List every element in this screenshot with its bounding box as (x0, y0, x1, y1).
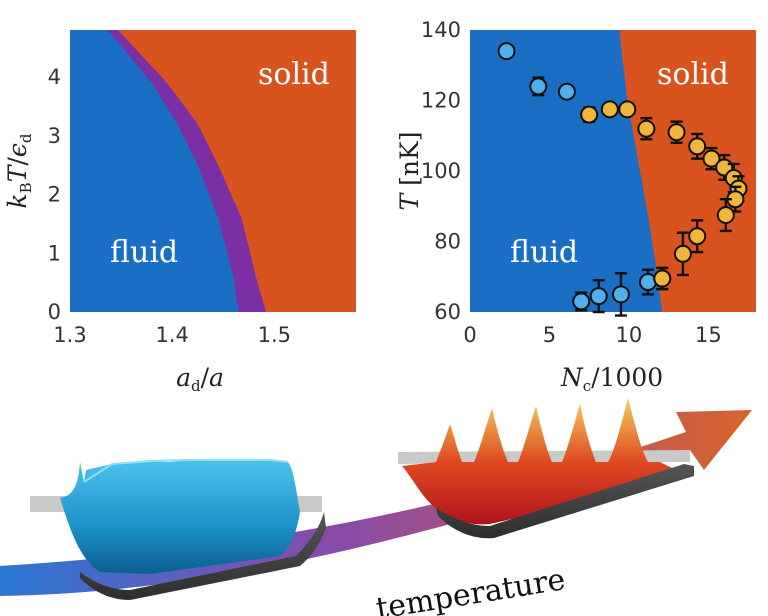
y-tick-label: 1 (48, 241, 61, 265)
solid-point (667, 120, 686, 145)
temperature-illustration: temperature (0, 398, 752, 616)
fluid-ridge-highlight (83, 459, 289, 483)
fluid-label: fluid (110, 235, 178, 270)
fluid-data-points (497, 42, 672, 317)
x-axis-label: Nc/1000 (560, 363, 663, 395)
x-tick-label: 1.3 (53, 323, 86, 347)
solid-point (688, 219, 707, 254)
marker (618, 100, 637, 119)
y-tick-label: 140 (421, 18, 461, 42)
marker (637, 119, 656, 138)
solid-point (637, 116, 656, 141)
y-axis-label: T [nK] (395, 132, 424, 211)
fluid-region (470, 30, 663, 312)
solid-label: solid (258, 57, 330, 92)
trap-tray (436, 464, 694, 539)
marker (688, 227, 707, 246)
y-tick-label: 120 (421, 89, 461, 113)
x-tick-label: 1.4 (155, 323, 188, 347)
marker (529, 77, 548, 96)
phase-diagram-right: 0 5 10 15 60 80 100 120 140 fluid solid Nc/1000… (395, 18, 756, 395)
x-tick-label: 10 (616, 323, 643, 347)
solid-point (726, 185, 745, 213)
marker (716, 206, 735, 225)
x-tick-label: 1.5 (258, 323, 291, 347)
fluid-point (589, 279, 608, 314)
solid-point (580, 105, 599, 124)
fluid-point (638, 268, 657, 296)
marker (653, 269, 672, 288)
marker (673, 244, 692, 263)
y-tick-labels: 0 1 2 3 4 (48, 65, 61, 324)
x-tick-label: 0 (463, 323, 476, 347)
solid-data-points (580, 100, 748, 291)
fluid-point (529, 76, 548, 97)
solid-point (618, 100, 637, 119)
y-tick-label: 4 (48, 65, 61, 89)
marker (688, 137, 707, 156)
temperature-label: temperature (374, 562, 568, 616)
y-tick-labels: 60 80 100 120 140 (421, 18, 461, 324)
fluid-point (557, 82, 576, 101)
x-axis-label: ad/a (176, 363, 224, 395)
marker (702, 149, 721, 168)
solid-point (653, 266, 672, 291)
marker (557, 82, 576, 101)
marker (600, 100, 619, 119)
solid-label: solid (657, 57, 729, 92)
marker (580, 105, 599, 124)
solid-point (716, 197, 735, 233)
solid-density-surface (402, 398, 676, 525)
marker (611, 285, 630, 304)
x-tick-label: 5 (543, 323, 556, 347)
y-axis-label: kBT/ϵd (3, 133, 35, 208)
fluid-density-plot (30, 459, 326, 600)
fluid-density-surface (60, 459, 300, 574)
x-tick-label: 15 (695, 323, 722, 347)
fluid-label: fluid (510, 235, 578, 270)
y-tick-label: 100 (421, 159, 461, 183)
solid-point (688, 132, 707, 160)
fluid-point (572, 291, 591, 312)
y-tick-label: 80 (434, 230, 461, 254)
y-tick-label: 60 (434, 300, 461, 324)
trap-tray (80, 512, 326, 600)
fluid-point (497, 42, 516, 61)
fluid-region (70, 30, 239, 312)
solid-point (702, 146, 721, 171)
marker (572, 292, 591, 311)
fluid-point (611, 272, 630, 317)
solid-point (673, 231, 692, 277)
x-tick-labels: 0 5 10 15 (463, 323, 721, 347)
marker (589, 287, 608, 306)
y-tick-label: 3 (48, 124, 61, 148)
marker (497, 42, 516, 61)
phase-diagram-left: 1.3 1.4 1.5 0 1 2 3 4 fluid solid ad/a kBT/ϵd (3, 30, 356, 395)
solid-density-plot (398, 398, 694, 539)
x-tick-labels: 1.3 1.4 1.5 (53, 323, 291, 347)
y-tick-label: 0 (48, 300, 61, 324)
marker (667, 123, 686, 142)
solid-point (600, 100, 619, 119)
y-tick-label: 2 (48, 183, 61, 207)
